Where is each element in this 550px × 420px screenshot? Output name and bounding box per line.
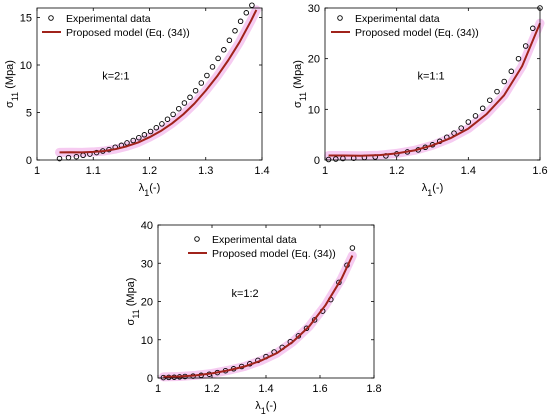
x-tick-label: 1.6: [312, 383, 327, 395]
ratio-annotation: k=2:1: [102, 70, 129, 82]
data-point: [232, 28, 238, 34]
legend: Experimental data Proposed model (Eq. (34…: [42, 13, 190, 39]
model-band: [158, 251, 357, 382]
chart-panel-2: 1 1.2 1.4 1.6 0 10 20 30 λ1(-) σ11 (Mpa) k=1:1 Expe…: [292, 3, 548, 198]
data-point: [215, 55, 221, 62]
y-tick-label: 0: [314, 155, 320, 167]
data-point: [192, 87, 199, 94]
legend-label-experimental: Experimental data: [355, 13, 440, 25]
x-tick-label: 1.4: [254, 165, 269, 177]
data-point: [522, 43, 529, 49]
y-tick-label: 0: [147, 373, 153, 385]
x-tick-label: 1.3: [198, 165, 213, 177]
data-point: [164, 116, 171, 122]
y-axis-label: σ11 (Mpa): [125, 278, 141, 326]
legend-label-model: Proposed model (Eq. (34)): [355, 27, 479, 39]
data-point: [141, 132, 148, 138]
data-point: [494, 88, 500, 95]
data-point: [226, 37, 233, 44]
y-tick-label: 20: [141, 297, 153, 309]
data-point: [136, 134, 142, 141]
data-point: [243, 10, 250, 16]
y-tick-label: 10: [20, 60, 32, 72]
x-tick-label: 1: [155, 383, 161, 395]
legend-marker-circle: [337, 15, 343, 21]
data-point: [515, 55, 522, 62]
x-tick-label: 1.2: [204, 383, 219, 395]
y-axis-label: σ11 (Mpa): [4, 60, 20, 108]
model-line: [59, 9, 258, 154]
y-tick-label: 10: [141, 335, 153, 347]
data-point: [508, 68, 515, 75]
ratio-annotation: k=1:2: [231, 288, 258, 300]
y-tick-label: 10: [308, 104, 320, 116]
y-tick-label: 30: [308, 3, 320, 15]
y-tick-label: 30: [141, 258, 153, 270]
x-tick-label: 1.2: [142, 165, 157, 177]
legend-label-experimental: Experimental data: [66, 13, 151, 25]
legend-marker-circle: [48, 15, 54, 21]
data-point: [159, 121, 165, 127]
legend-marker-circle: [194, 236, 200, 242]
data-point: [130, 137, 136, 144]
data-point: [237, 18, 244, 25]
legend-label-model: Proposed model (Eq. (34)): [66, 27, 190, 39]
data-point: [249, 2, 255, 8]
data-point: [204, 72, 210, 79]
data-point: [153, 124, 160, 131]
y-tick-label: 15: [20, 13, 32, 25]
x-axis-label: λ1(-): [255, 400, 277, 416]
data-point: [73, 153, 80, 160]
x-tick-label: 1.8: [366, 383, 381, 395]
x-tick-label: 1.2: [389, 165, 404, 177]
data-point: [170, 111, 176, 118]
x-tick-label: 1.4: [461, 165, 476, 177]
data-point: [221, 47, 227, 53]
model-line: [163, 255, 354, 378]
data-point: [501, 78, 507, 85]
data-point: [465, 119, 472, 125]
data-point: [303, 325, 310, 332]
data-point: [349, 245, 356, 251]
data-point: [209, 64, 216, 70]
legend: Experimental data Proposed model (Eq. (34…: [188, 234, 336, 260]
data-point: [333, 156, 339, 162]
data-point: [530, 25, 536, 32]
data-point: [187, 94, 193, 101]
legend-label-experimental: Experimental data: [212, 234, 297, 246]
data-point: [458, 125, 464, 131]
data-point: [56, 155, 63, 162]
data-point: [487, 97, 493, 103]
ratio-annotation: k=1:1: [417, 70, 444, 82]
y-tick-label: 40: [141, 220, 153, 232]
y-tick-label: 0: [26, 155, 32, 167]
data-point: [472, 113, 479, 119]
x-tick-label: 1: [34, 165, 40, 177]
legend: Experimental data Proposed model (Eq. (34…: [331, 13, 479, 39]
data-point: [147, 128, 154, 135]
model-line: [328, 22, 541, 157]
x-tick-label: 1.6: [532, 165, 547, 177]
chart-panel-1: 1 1.1 1.2 1.3 1.4 0 5 10 15 λ1(-) σ11 (Mpa) k=2:1 Ex…: [4, 2, 270, 198]
data-point: [479, 105, 486, 112]
x-tick-label: 1.1: [86, 165, 101, 177]
data-point: [176, 105, 182, 112]
x-axis-label: λ1(-): [422, 182, 444, 198]
x-tick-label: 1: [322, 165, 328, 177]
y-tick-label: 5: [26, 108, 32, 120]
data-point: [325, 156, 332, 163]
data-point: [181, 100, 188, 106]
chart-panel-3: 1 1.2 1.4 1.6 1.8 0 10 20 30 40 λ1(-) σ11 (Mpa) k=1:…: [125, 220, 382, 416]
legend-label-model: Proposed model (Eq. (34)): [212, 248, 336, 260]
x-tick-label: 1.4: [258, 383, 273, 395]
data-point: [311, 317, 318, 323]
y-tick-label: 20: [308, 54, 320, 66]
y-axis-label: σ11 (Mpa): [292, 60, 308, 108]
data-point: [198, 80, 205, 86]
data-point: [295, 333, 302, 339]
x-axis-label: λ1(-): [139, 182, 161, 198]
axes-box: [324, 7, 541, 161]
